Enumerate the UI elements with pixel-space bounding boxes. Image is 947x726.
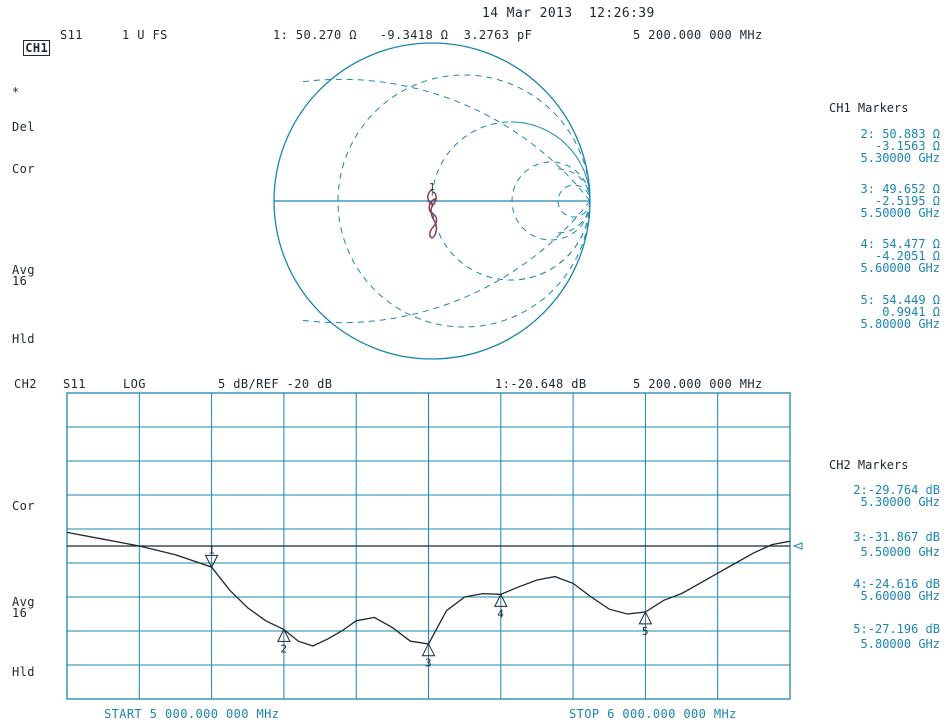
ch2-reference-marker-icon bbox=[792, 542, 803, 550]
annotation-avg-ch1: Avg 16 bbox=[12, 263, 35, 288]
datetime: 14 Mar 2013 12:26:39 bbox=[482, 6, 655, 21]
smith-trace bbox=[427, 189, 438, 239]
marker-label: 4 bbox=[497, 607, 504, 620]
ch2-markers-title: CH2 Markers bbox=[829, 458, 909, 472]
ch2-marker-5-line2: 5.80000 GHz bbox=[860, 637, 940, 651]
ch1-marker-3-line1: 3: 49.652 Ω bbox=[860, 182, 940, 196]
ch1-markers-title: CH1 Markers bbox=[829, 101, 909, 115]
ch1-marker-4-line3: 5.60000 GHz bbox=[860, 261, 940, 275]
ch2-marker-3: 3:-31.867 dB 5.50000 GHz bbox=[815, 531, 940, 558]
ch1-label[interactable]: CH1 bbox=[23, 40, 51, 56]
ch2-freq: 5 200.000 000 MHz bbox=[633, 377, 763, 391]
marker-label: 2 bbox=[280, 642, 287, 655]
smith-marker-1-label: 1 bbox=[429, 182, 435, 193]
ch1-marker-3: 3: 49.652 Ω -2.5195 Ω 5.50000 GHz bbox=[815, 183, 940, 219]
ch1-marker-2-line3: 5.30000 GHz bbox=[860, 151, 940, 165]
ch2-marker-5-line1: 5:-27.196 dB bbox=[853, 622, 940, 636]
annotation-hld-ch1: Hld bbox=[12, 332, 35, 346]
ch1-marker-5-line1: 5: 54.449 Ω bbox=[860, 293, 940, 307]
ch1-marker-4: 4: 54.477 Ω -4.2051 Ω 5.60000 GHz bbox=[815, 238, 940, 274]
ch2-marker-4: 4:-24.616 dB 5.60000 GHz bbox=[815, 578, 940, 602]
ch1-marker-2-line2: -3.1563 Ω bbox=[874, 139, 940, 153]
marker-label: 3 bbox=[425, 657, 432, 670]
ch1-marker-readout: 1: 50.270 Ω -9.3418 Ω 3.2763 pF bbox=[273, 28, 533, 42]
marker-label: 5 bbox=[642, 625, 649, 638]
annotation-star: * bbox=[12, 85, 20, 99]
marker-1[interactable]: 1 bbox=[204, 543, 219, 569]
ch2-param: S11 bbox=[63, 377, 86, 391]
ch2-marker-4-line2: 5.60000 GHz bbox=[860, 589, 940, 603]
marker-triangle-icon bbox=[277, 628, 291, 642]
ch2-label[interactable]: CH2 bbox=[14, 377, 37, 391]
ch2-marker-readout: 1:-20.648 dB bbox=[495, 377, 587, 391]
ch1-param: S11 bbox=[60, 28, 83, 42]
ch2-marker-2-line2: 5.30000 GHz bbox=[860, 495, 940, 509]
stop-frequency: STOP 6 000.000 000 MHz bbox=[569, 707, 737, 721]
ch1-marker-2: 2: 50.883 Ω -3.1563 Ω 5.30000 GHz bbox=[815, 128, 940, 164]
start-frequency: START 5 000.000 000 MHz bbox=[104, 707, 280, 721]
smith-reactance-arcs bbox=[299, 42, 591, 360]
ch2-marker-3-line2: 5.50000 GHz bbox=[860, 545, 940, 559]
ch1-marker-5-line3: 5.80000 GHz bbox=[860, 317, 940, 331]
marker-triangle-icon bbox=[204, 554, 219, 569]
ch2-format: LOG bbox=[123, 377, 146, 391]
ch2-scale: 5 dB/REF -20 dB bbox=[218, 377, 333, 391]
ch1-marker-3-line2: -2.5195 Ω bbox=[874, 194, 940, 208]
marker-3[interactable]: 3 bbox=[421, 642, 436, 670]
marker-triangle-icon bbox=[421, 642, 436, 657]
ch1-marker-3-line3: 5.50000 GHz bbox=[860, 206, 940, 220]
annotation-cor-ch2: Cor bbox=[12, 499, 35, 513]
ch2-marker-4-line1: 4:-24.616 dB bbox=[853, 577, 940, 591]
marker-triangle-icon bbox=[638, 610, 653, 625]
ch1-marker-4-line2: -4.2051 Ω bbox=[874, 249, 940, 263]
ch2-plot[interactable]: 1 2 3 4 5 bbox=[66, 392, 803, 700]
smith-chart[interactable]: 1 bbox=[273, 42, 591, 360]
marker-5[interactable]: 5 bbox=[638, 610, 653, 638]
ch2-marker-2: 2:-29.764 dB 5.30000 GHz bbox=[815, 484, 940, 508]
ch2-marker-5: 5:-27.196 dB 5.80000 GHz bbox=[815, 623, 940, 650]
marker-4[interactable]: 4 bbox=[493, 593, 508, 620]
marker-2[interactable]: 2 bbox=[277, 628, 291, 655]
ch1-marker-4-line1: 4: 54.477 Ω bbox=[860, 237, 940, 251]
annotation-hld-ch2: Hld bbox=[12, 665, 35, 679]
ch2-trace bbox=[66, 531, 791, 647]
ch1-format: 1 U FS bbox=[122, 28, 168, 42]
marker-triangle-icon bbox=[493, 593, 508, 607]
annotation-cor-ch1: Cor bbox=[12, 162, 35, 176]
ch1-marker-5: 5: 54.449 Ω 0.9941 Ω 5.80000 GHz bbox=[815, 294, 940, 330]
ch2-marker-3-line1: 3:-31.867 dB bbox=[853, 530, 940, 544]
ch2-marker-2-line1: 2:-29.764 dB bbox=[853, 483, 940, 497]
annotation-del: Del bbox=[12, 120, 35, 134]
ch1-freq: 5 200.000 000 MHz bbox=[633, 28, 763, 42]
ch1-marker-2-line1: 2: 50.883 Ω bbox=[860, 127, 940, 141]
ch1-header: CH1 bbox=[8, 29, 51, 56]
ch2-marker-glyphs: 1 2 3 4 5 bbox=[204, 543, 653, 670]
annotation-avg-ch2: Avg 16 bbox=[12, 595, 35, 620]
ch1-marker-5-line2: 0.9941 Ω bbox=[882, 305, 940, 319]
marker-label: 1 bbox=[208, 543, 215, 556]
